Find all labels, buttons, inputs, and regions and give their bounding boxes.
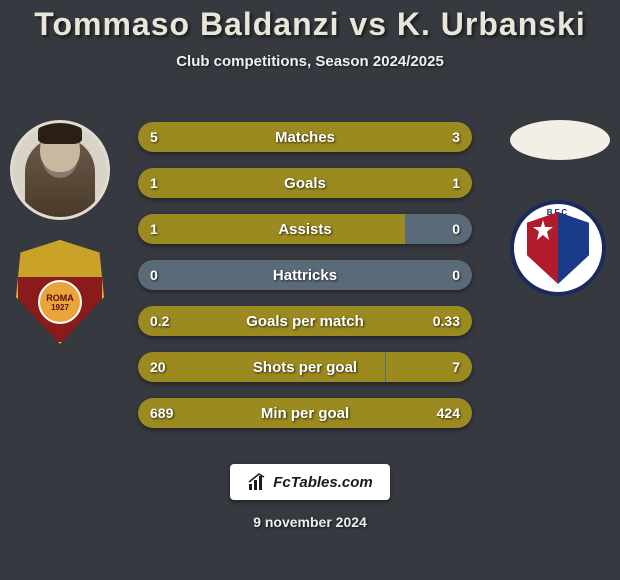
stat-value-right: 0	[452, 267, 460, 283]
stat-row: 689Min per goal424	[138, 398, 472, 428]
stat-value-right: 3	[452, 129, 460, 145]
stat-value-right: 0	[452, 221, 460, 237]
stat-label: Goals	[138, 175, 472, 192]
stat-row: 1Goals1	[138, 168, 472, 198]
stat-row: 0Hattricks0	[138, 260, 472, 290]
page-title: Tommaso Baldanzi vs K. Urbanski	[0, 0, 620, 43]
stat-label: Min per goal	[138, 405, 472, 422]
stat-row: 0.2Goals per match0.33	[138, 306, 472, 336]
stat-value-right: 1	[452, 175, 460, 191]
page-subtitle: Club competitions, Season 2024/2025	[0, 53, 620, 70]
chart-icon	[247, 472, 267, 492]
left-player-column: ROMA 1927	[10, 120, 110, 344]
stat-label: Shots per goal	[138, 359, 472, 376]
stat-row: 1Assists0	[138, 214, 472, 244]
right-player-column: BFC	[510, 120, 610, 296]
club-badge-left: ROMA 1927	[16, 240, 104, 344]
footer-site-name: FcTables.com	[273, 474, 372, 491]
stat-label: Assists	[138, 221, 472, 238]
player-right-avatar	[510, 120, 610, 160]
stat-label: Hattricks	[138, 267, 472, 284]
stat-row: 20Shots per goal7	[138, 352, 472, 382]
club-left-abbr: ROMA	[46, 293, 74, 303]
club-badge-right: BFC	[510, 200, 606, 296]
stats-bars: 5Matches31Goals11Assists00Hattricks00.2G…	[138, 122, 472, 444]
footer-date: 9 november 2024	[0, 514, 620, 530]
club-left-year: 1927	[51, 303, 69, 312]
stat-value-right: 0.33	[433, 313, 460, 329]
player-silhouette-icon	[25, 137, 95, 217]
stat-row: 5Matches3	[138, 122, 472, 152]
player-left-avatar	[10, 120, 110, 220]
stat-label: Matches	[138, 129, 472, 146]
stat-value-right: 424	[437, 405, 460, 421]
roma-roundel-icon: ROMA 1927	[38, 280, 82, 324]
footer-logo: FcTables.com	[230, 464, 390, 500]
stat-value-right: 7	[452, 359, 460, 375]
stat-label: Goals per match	[138, 313, 472, 330]
bologna-shield-icon	[527, 212, 589, 284]
